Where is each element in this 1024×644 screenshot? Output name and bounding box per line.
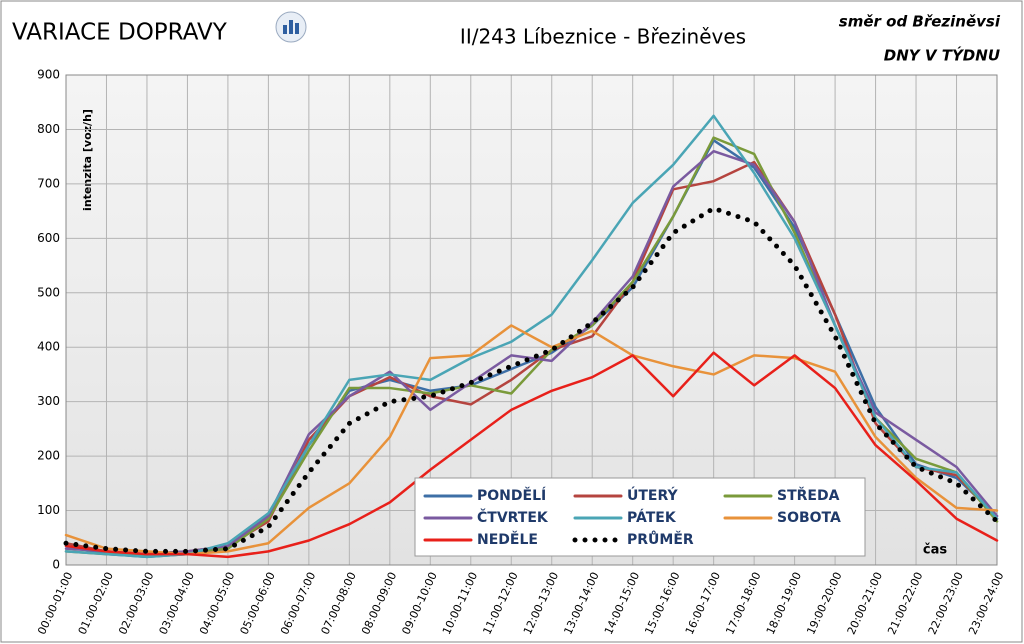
y-tick-label: 400 — [37, 340, 60, 354]
y-tick-label: 700 — [37, 176, 60, 190]
legend-label: SOBOTA — [777, 510, 841, 526]
y-tick-label: 200 — [37, 449, 60, 463]
plot-border — [65, 74, 998, 566]
y-tick-label: 100 — [37, 503, 60, 517]
view: DNY V TÝDNU — [884, 46, 1000, 65]
legend-label: NEDĚLE — [477, 531, 538, 548]
legend-label: ÚTERÝ — [627, 486, 678, 504]
legend-label: PÁTEK — [627, 509, 677, 526]
y-tick-label: 500 — [37, 285, 60, 299]
y-axis-label: intenzita [voz/h] — [81, 109, 94, 211]
icon — [275, 11, 307, 43]
series-line — [64, 351, 999, 559]
legend-label: STŘEDA — [777, 487, 840, 504]
legend-label: PRŮMĚR — [627, 530, 694, 548]
chart-title: VARIACE DOPRAVY — [12, 20, 228, 46]
legend: PONDĚLÍ ÚTERÝ STŘEDA ČTVRTEK PÁTEK SOBOTA NEDĚ… — [414, 477, 866, 557]
y-tick-label: 300 — [37, 394, 60, 408]
series-line — [64, 324, 999, 556]
y-tick-label: 0 — [52, 558, 60, 572]
x-axis-label: čas — [923, 543, 947, 558]
direction: směr od Březiněvsi — [839, 13, 1001, 31]
chart-subtitle: II/243 Líbeznice - Březiněves — [460, 25, 746, 49]
y-tick-label: 600 — [37, 231, 60, 245]
series-line — [64, 114, 999, 559]
legend-box — [414, 477, 866, 557]
legend-label: PONDĚLÍ — [477, 487, 546, 504]
y-tick-label: 800 — [37, 122, 60, 136]
legend-label: ČTVRTEK — [477, 508, 549, 526]
y-tick-label: 900 — [37, 68, 60, 82]
